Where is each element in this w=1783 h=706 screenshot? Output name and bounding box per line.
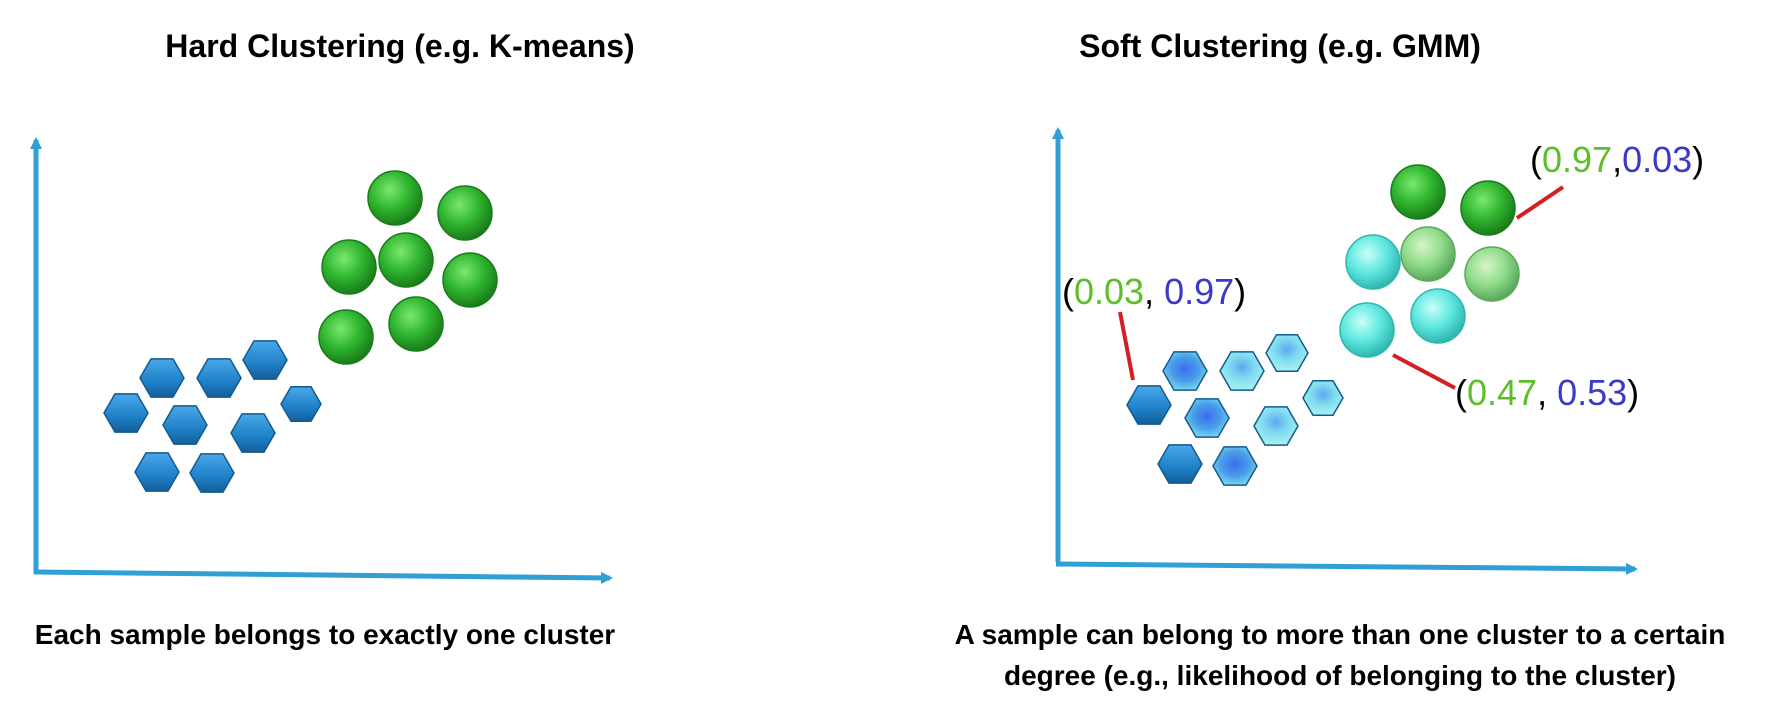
pale-green-point xyxy=(1464,246,1520,302)
soft-hexagon-cluster xyxy=(1126,334,1344,486)
blue-point xyxy=(280,385,322,423)
green-point xyxy=(442,252,498,308)
green-point xyxy=(367,170,423,226)
prob-green-value: 0.47 xyxy=(1467,372,1537,413)
green-point xyxy=(437,185,493,241)
leader-line-bottom xyxy=(1392,353,1456,390)
soft-clustering-caption: A sample can belong to more than one clu… xyxy=(905,615,1775,696)
soft-caption-line-2: degree (e.g., likelihood of belonging to… xyxy=(1003,659,1677,691)
mixed-point xyxy=(1219,351,1265,391)
mixed-point xyxy=(1162,351,1208,391)
prob-label-bottom: (0.47, 0.53) xyxy=(1455,372,1639,413)
mixed-point xyxy=(1265,334,1309,372)
green-point xyxy=(378,232,434,288)
blue-point xyxy=(230,413,276,453)
prob-green-value: 0.97 xyxy=(1542,139,1612,180)
hard-clustering-title: Hard Clustering (e.g. K-means) xyxy=(165,28,635,64)
blue-point xyxy=(103,393,149,433)
mixed-point xyxy=(1184,398,1230,438)
hard-x-axis xyxy=(33,569,613,584)
soft-clustering-title: Soft Clustering (e.g. GMM) xyxy=(1079,28,1481,64)
mixed-point xyxy=(1339,302,1395,358)
mixed-point xyxy=(1302,379,1344,417)
hard-axes xyxy=(30,137,613,584)
hard-blue-cluster xyxy=(103,340,322,493)
green-point xyxy=(321,239,377,295)
green-point xyxy=(1460,180,1516,236)
mixed-point xyxy=(1410,288,1466,344)
hard-green-cluster xyxy=(318,170,498,365)
prob-blue-value: 0.03 xyxy=(1622,139,1692,180)
blue-point xyxy=(162,405,208,445)
hard-clustering-caption: Each sample belongs to exactly one clust… xyxy=(34,619,616,650)
blue-point xyxy=(196,358,242,398)
green-point xyxy=(388,296,444,352)
soft-caption-line-1: A sample can belong to more than one clu… xyxy=(954,619,1726,650)
leader-line-top xyxy=(1515,185,1565,220)
prob-blue-value: 0.97 xyxy=(1164,271,1234,312)
blue-point xyxy=(139,358,185,398)
blue-point xyxy=(189,453,235,493)
blue-point xyxy=(1126,385,1172,425)
annotation-leader-lines xyxy=(1118,185,1565,390)
soft-x-axis xyxy=(1055,561,1638,575)
soft-axes xyxy=(1052,127,1638,575)
leader-line-left xyxy=(1118,311,1135,381)
blue-point xyxy=(242,340,288,380)
blue-point xyxy=(1157,444,1203,484)
green-point xyxy=(1390,164,1446,220)
green-point xyxy=(318,309,374,365)
blue-point xyxy=(134,452,180,492)
prob-label-left: (0.03, 0.97) xyxy=(1062,271,1246,312)
pale-green-point xyxy=(1400,226,1456,282)
soft-circle-cluster xyxy=(1339,164,1520,358)
mixed-point xyxy=(1212,446,1258,486)
prob-blue-value: 0.53 xyxy=(1557,372,1627,413)
prob-label-top: (0.97,0.03) xyxy=(1530,139,1704,180)
mixed-point xyxy=(1253,406,1299,446)
mixed-point xyxy=(1345,234,1401,290)
prob-green-value: 0.03 xyxy=(1074,271,1144,312)
